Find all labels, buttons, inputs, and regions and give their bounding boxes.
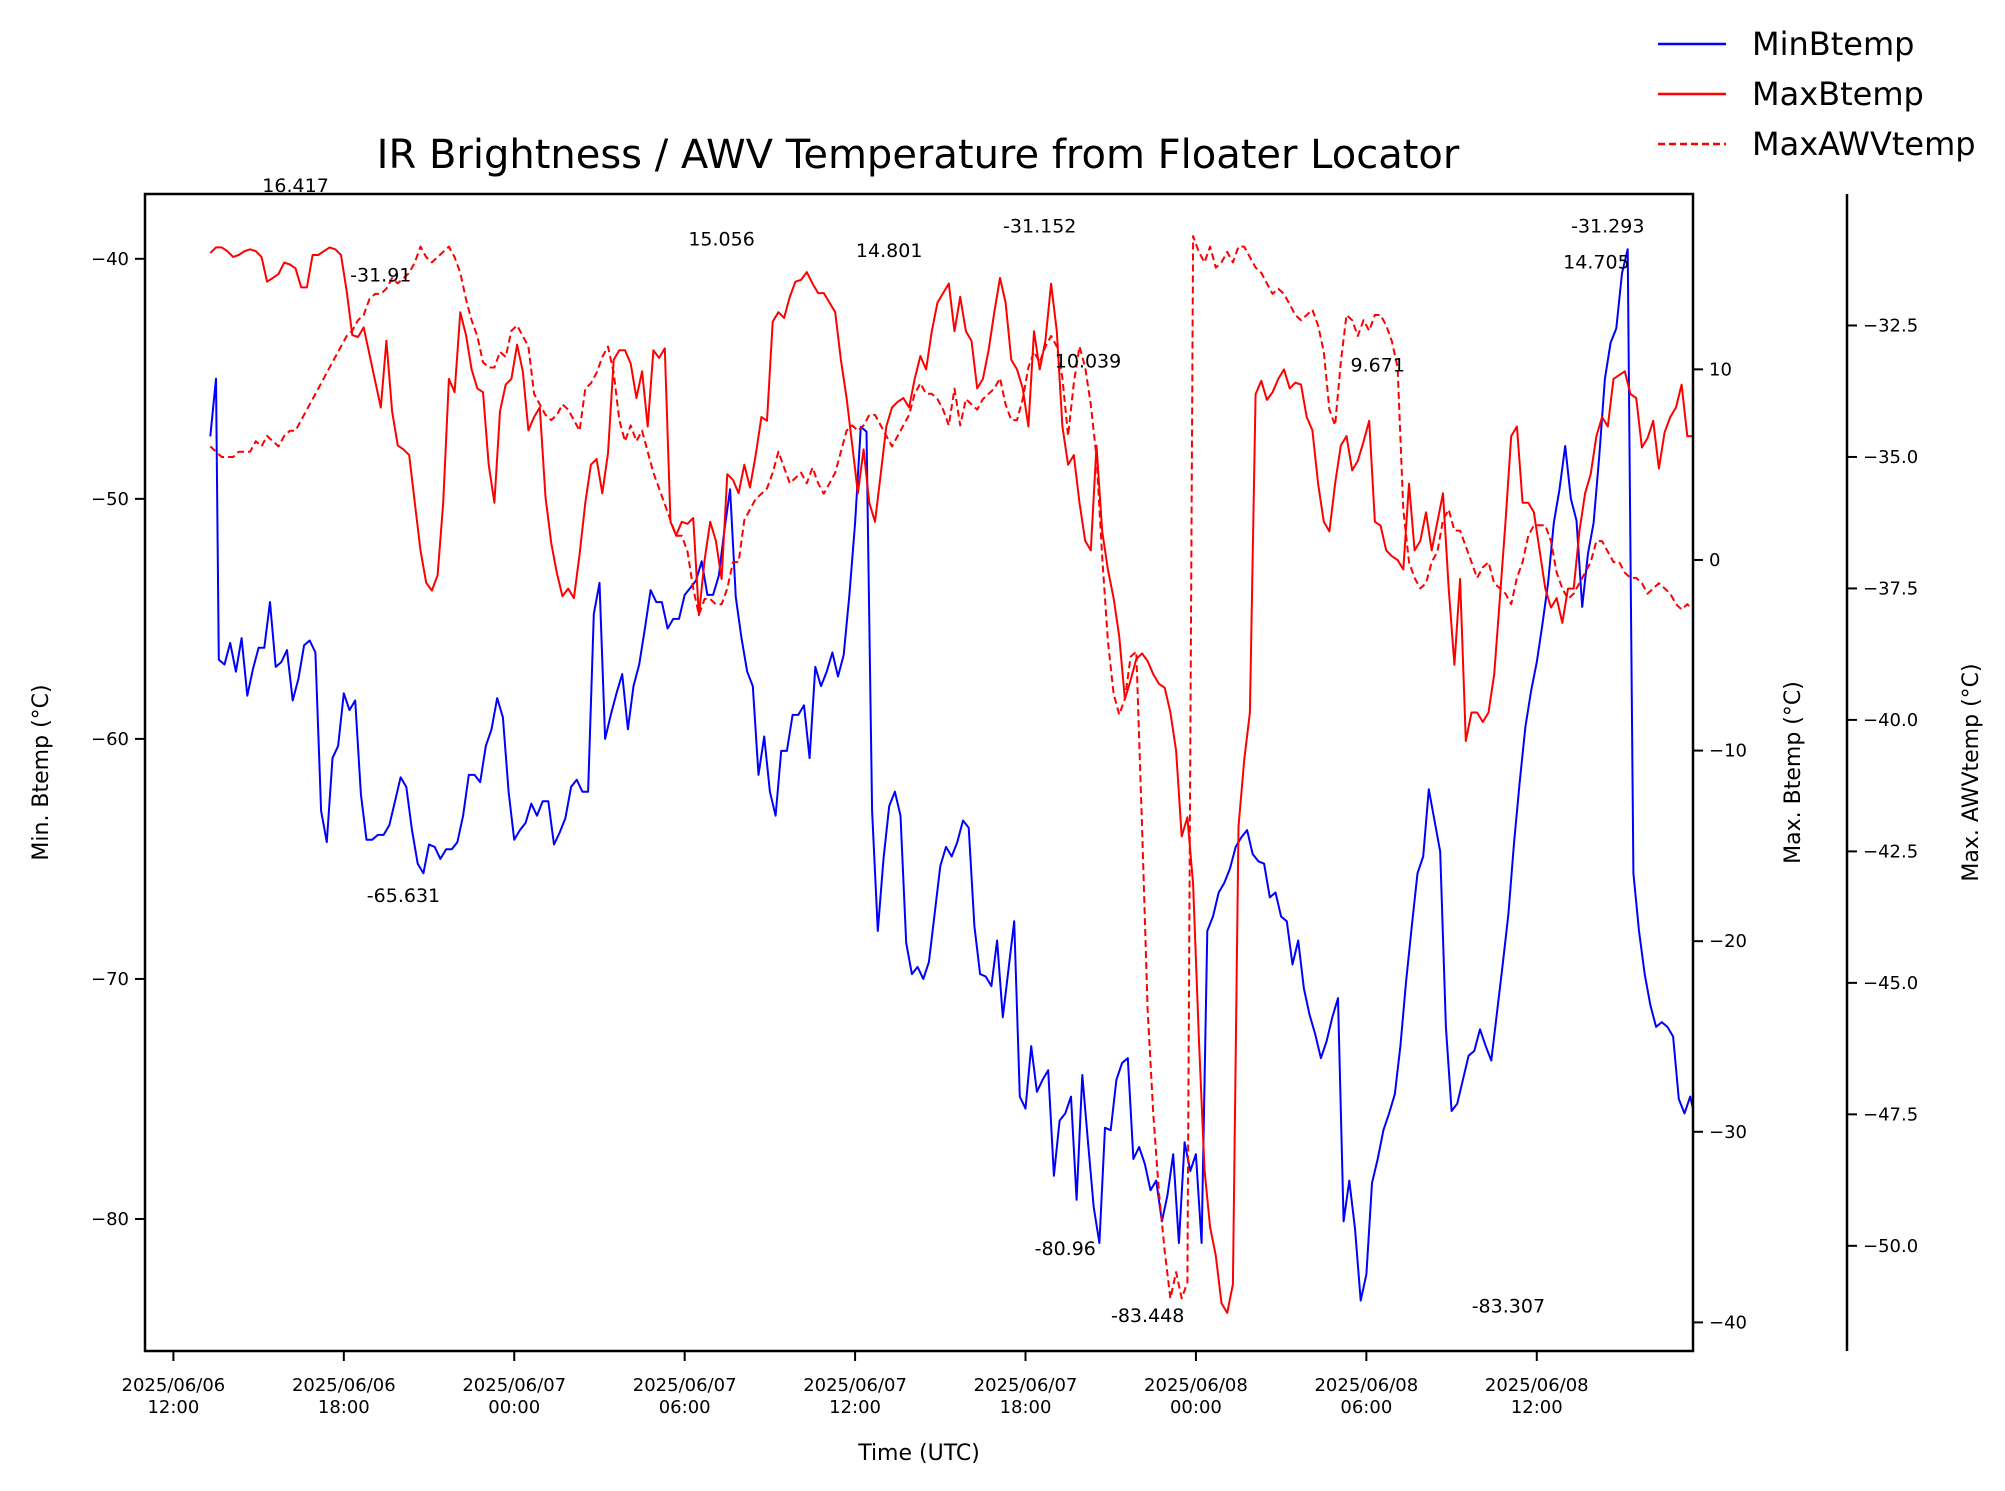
data-label: 9.671: [1351, 354, 1405, 376]
y-right2-tick-label: −47.5: [1863, 1104, 1918, 1125]
data-label: 15.056: [688, 228, 754, 250]
x-tick-label: 2025/06/07: [803, 1375, 907, 1396]
data-label: -83.448: [1111, 1305, 1184, 1327]
x-tick-label: 06:00: [659, 1397, 711, 1418]
legend-label: MaxBtemp: [1752, 75, 1924, 113]
series-line-MaxAWVtemp: [209, 235, 1693, 1300]
x-tick-label: 2025/06/06: [122, 1375, 226, 1396]
y-right2-tick-label: −37.5: [1863, 578, 1918, 599]
data-label: -31.152: [1003, 215, 1076, 237]
x-tick-label: 2025/06/08: [1485, 1375, 1589, 1396]
y-left-tick-label: −40: [91, 249, 129, 270]
data-label: -80.96: [1035, 1238, 1096, 1260]
x-axis-label: Time (UTC): [857, 1441, 980, 1466]
legend-label: MinBtemp: [1752, 25, 1914, 63]
x-tick-label: 18:00: [1000, 1397, 1052, 1418]
x-axis: 2025/06/0612:002025/06/0618:002025/06/07…: [122, 1351, 1589, 1418]
x-tick-label: 12:00: [1511, 1397, 1563, 1418]
chart-title: IR Brightness / AWV Temperature from Flo…: [377, 132, 1460, 178]
y-axis-left-label: Min. Btemp (°C): [29, 684, 54, 860]
data-label: -31.91: [350, 264, 411, 286]
y-right-tick-label: 0: [1709, 550, 1720, 571]
y-right-tick-label: −10: [1709, 741, 1747, 762]
series-line-MinBtemp: [209, 248, 1693, 1302]
legend: MinBtemp MaxBtemp MaxAWVtemp: [1658, 25, 1976, 163]
data-label: -83.307: [1472, 1296, 1545, 1318]
y-right-tick-label: −20: [1709, 931, 1747, 952]
y-right2-tick-label: −40.0: [1863, 710, 1918, 731]
x-tick-label: 2025/06/08: [1144, 1375, 1248, 1396]
y-right-tick-label: −30: [1709, 1122, 1747, 1143]
x-tick-label: 00:00: [1170, 1397, 1222, 1418]
plot-frame: [143, 192, 1695, 1353]
y-axis-right2-label: Max. AWVtemp (°C): [1959, 663, 1984, 881]
y-right2-tick-label: −50.0: [1863, 1236, 1918, 1257]
y-axis-right2: −50.0 −47.5 −45.0 −42.5 −40.0 −37.5 −35.0 −32.5: [1845, 194, 1918, 1351]
y-right2-tick-label: −42.5: [1863, 841, 1918, 862]
y-left-tick-label: −80: [91, 1209, 129, 1230]
x-tick-label: 2025/06/08: [1314, 1375, 1418, 1396]
x-tick-label: 2025/06/07: [974, 1375, 1078, 1396]
data-label: 14.801: [856, 240, 922, 262]
x-tick-label: 18:00: [318, 1397, 370, 1418]
y-right2-tick-label: −45.0: [1863, 973, 1918, 994]
data-label: -31.293: [1571, 215, 1644, 237]
data-label: 10.039: [1055, 350, 1121, 372]
x-tick-label: 06:00: [1340, 1397, 1392, 1418]
x-tick-label: 12:00: [147, 1397, 199, 1418]
data-label: -65.631: [367, 885, 440, 907]
x-tick-label: 00:00: [488, 1397, 540, 1418]
y-axis-right: −40 −30 −20 −10 0 10: [1693, 359, 1747, 1333]
series-line-MaxBtemp: [209, 246, 1693, 1314]
y-left-tick-label: −50: [91, 489, 129, 510]
x-tick-label: 12:00: [829, 1397, 881, 1418]
y-right-tick-label: −40: [1709, 1312, 1747, 1333]
plot-area: 16.417 -31.91 -65.631 15.056 14.801 -80.96 -31…: [143, 175, 1695, 1353]
data-label: 16.417: [262, 175, 328, 197]
x-tick-label: 2025/06/06: [292, 1375, 396, 1396]
x-tick-label: 2025/06/07: [633, 1375, 737, 1396]
y-axis-right-label: Max. Btemp (°C): [1781, 681, 1806, 864]
data-label: 14.705: [1563, 251, 1629, 273]
x-tick-label: 2025/06/07: [462, 1375, 566, 1396]
y-axis-left: −80 −70 −60 −50 −40: [91, 249, 145, 1230]
y-right-tick-label: 10: [1709, 359, 1732, 380]
y-left-tick-label: −70: [91, 969, 129, 990]
y-right2-tick-label: −32.5: [1863, 315, 1918, 336]
legend-label: MaxAWVtemp: [1752, 125, 1976, 163]
y-left-tick-label: −60: [91, 729, 129, 750]
y-right2-tick-label: −35.0: [1863, 447, 1918, 468]
